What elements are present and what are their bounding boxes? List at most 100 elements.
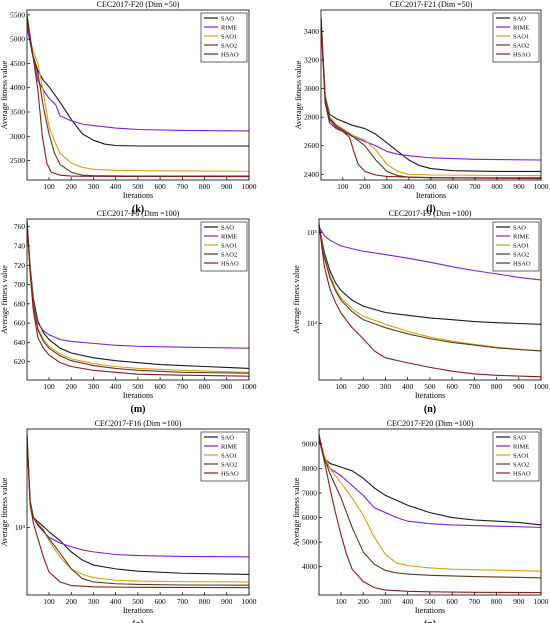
y-axis-label: Average fitness value bbox=[292, 477, 301, 546]
series-line-sao1 bbox=[27, 22, 249, 172]
y-tick-label: 3000 bbox=[304, 84, 319, 93]
chart-panel-5: 100 200 300 400 500 600 700 800 900 1000 10⁴ CEC201… bbox=[0, 419, 257, 623]
x-tick-label: 200 bbox=[66, 182, 78, 191]
y-axis-label: Average fitness value bbox=[294, 60, 303, 129]
legend-entry: HSAO bbox=[513, 261, 531, 268]
x-tick-label: 200 bbox=[358, 597, 370, 606]
y-tick-label: 10⁵ bbox=[307, 228, 318, 237]
x-tick-label: 800 bbox=[199, 182, 211, 191]
legend-entry: SAO1 bbox=[513, 243, 529, 250]
legend-entry: SAO bbox=[513, 225, 526, 232]
x-tick-label: 400 bbox=[402, 382, 414, 391]
y-tick-label: 9000 bbox=[302, 439, 317, 448]
panel-label: (n) bbox=[424, 404, 436, 415]
series-group bbox=[27, 14, 249, 178]
x-tick-label: 900 bbox=[221, 182, 233, 191]
legend: SAO RIME SAO1 SAO2 HSAO bbox=[492, 221, 540, 272]
x-tick-label: 500 bbox=[424, 597, 436, 606]
chart-panel-1: 100 200 300 400 500 600 700 800 900 1000 2500 3000 3… bbox=[0, 0, 257, 215]
y-tick-label: 10⁴ bbox=[15, 523, 26, 532]
y-tick-label: 3000 bbox=[10, 132, 25, 141]
y-tick-label: 2400 bbox=[304, 170, 319, 179]
legend-entry: SAO bbox=[513, 16, 526, 23]
legend-entry: RIME bbox=[513, 444, 529, 451]
y-tick-label: 4500 bbox=[10, 59, 25, 68]
series-line-sao1 bbox=[319, 225, 541, 352]
x-tick-label: 300 bbox=[88, 182, 100, 191]
legend: SAO RIME SAO1 SAO2 HSAO bbox=[200, 221, 248, 272]
x-tick-label: 1000 bbox=[534, 382, 549, 391]
x-tick-label: 200 bbox=[359, 182, 371, 191]
y-tick-label: 2800 bbox=[304, 113, 319, 122]
x-tick-label: 300 bbox=[380, 597, 392, 606]
series-line-sao2 bbox=[319, 437, 541, 579]
x-tick-label: 600 bbox=[154, 182, 166, 191]
series-line-sao2 bbox=[319, 225, 541, 352]
x-tick-label: 800 bbox=[491, 182, 503, 191]
legend-entry: RIME bbox=[221, 25, 237, 32]
y-tick-label: 3400 bbox=[304, 27, 319, 36]
x-tick-label: 100 bbox=[337, 182, 349, 191]
x-tick-label: 800 bbox=[491, 597, 503, 606]
legend-entry: SAO1 bbox=[221, 34, 237, 41]
x-axis-label: Iterations bbox=[416, 191, 446, 200]
legend-entry: RIME bbox=[221, 444, 237, 451]
y-tick-label: 680 bbox=[14, 299, 26, 308]
x-tick-label: 1000 bbox=[242, 182, 257, 191]
series-line-hsao bbox=[321, 17, 541, 180]
legend: SAO RIME SAO1 SAO2 HSAO bbox=[200, 12, 248, 63]
x-tick-label: 100 bbox=[335, 382, 347, 391]
series-line-hsao bbox=[27, 433, 249, 589]
x-tick-label: 1000 bbox=[242, 597, 257, 606]
x-tick-label: 300 bbox=[381, 182, 393, 191]
y-tick-label: 8000 bbox=[302, 464, 317, 473]
x-tick-label: 200 bbox=[358, 382, 370, 391]
legend-entry: SAO bbox=[221, 225, 234, 232]
x-tick-label: 400 bbox=[110, 597, 122, 606]
x-axis-label: Iterations bbox=[415, 606, 445, 615]
y-tick-label: 3500 bbox=[10, 108, 25, 117]
y-axis-label: Average fitness value bbox=[0, 477, 9, 546]
series-line-sao2 bbox=[27, 437, 249, 586]
x-tick-label: 400 bbox=[402, 597, 414, 606]
y-tick-label: 10⁴ bbox=[307, 319, 318, 328]
legend-entry: RIME bbox=[513, 25, 529, 32]
x-tick-label: 600 bbox=[154, 597, 166, 606]
y-tick-label: 5000 bbox=[10, 35, 25, 44]
x-tick-label: 500 bbox=[132, 597, 144, 606]
x-tick-label: 1000 bbox=[534, 597, 549, 606]
legend-entry: SAO bbox=[513, 435, 526, 442]
legend-entry: HSAO bbox=[221, 471, 239, 478]
y-tick-label: 640 bbox=[14, 338, 26, 347]
chart-title: CEC2017-F9 (Dim =100) bbox=[389, 209, 472, 218]
legend: SAO RIME SAO1 SAO2 HSAO bbox=[492, 431, 540, 482]
series-line-hsao bbox=[27, 14, 249, 178]
chart-title: CEC2017-F20 (Dim =50) bbox=[97, 0, 180, 9]
x-tick-label: 800 bbox=[199, 597, 211, 606]
x-tick-label: 700 bbox=[469, 382, 481, 391]
legend-entry: HSAO bbox=[221, 52, 239, 59]
legend-entry: SAO bbox=[221, 16, 234, 23]
chart-title: CEC2017-F20 (Dim =100) bbox=[387, 419, 474, 428]
y-tick-label: 3200 bbox=[304, 56, 319, 65]
panel-label: (p) bbox=[424, 619, 436, 623]
series-group bbox=[27, 220, 249, 377]
x-tick-label: 1000 bbox=[242, 382, 257, 391]
legend-entry: SAO2 bbox=[221, 252, 237, 259]
series-group bbox=[319, 433, 541, 594]
chart-title: CEC2017-F6 (Dim =100) bbox=[97, 209, 180, 218]
x-tick-label: 1000 bbox=[534, 182, 549, 191]
x-tick-label: 700 bbox=[177, 382, 189, 391]
y-axis-label: Average fitness value bbox=[292, 265, 301, 334]
series-group bbox=[27, 433, 249, 589]
x-tick-label: 900 bbox=[221, 382, 233, 391]
y-tick-label: 6000 bbox=[302, 513, 317, 522]
x-tick-label: 700 bbox=[177, 597, 189, 606]
x-axis-label: Iterations bbox=[123, 191, 153, 200]
x-tick-label: 900 bbox=[513, 382, 525, 391]
chart-panel-6: 100 200 300 400 500 600 700 800 900 1000 4000 5000 6… bbox=[292, 419, 549, 623]
x-tick-label: 800 bbox=[199, 382, 211, 391]
x-tick-label: 500 bbox=[132, 382, 144, 391]
y-tick-label: 760 bbox=[14, 222, 26, 231]
panel-label: (m) bbox=[131, 404, 146, 415]
